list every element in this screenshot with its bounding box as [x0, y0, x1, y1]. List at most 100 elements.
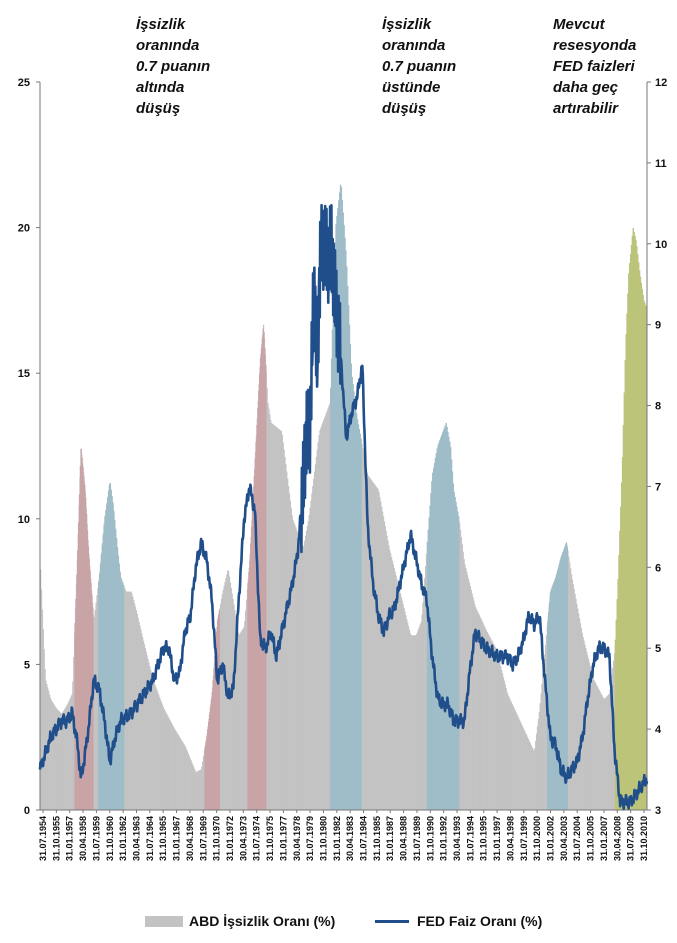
unemployment-bar — [190, 760, 192, 810]
x-tick-label: 31.01.1957 — [65, 816, 75, 861]
unemployment-bar — [484, 628, 487, 810]
x-tick-label: 31.10.2005 — [586, 816, 596, 861]
unemployment-bar — [294, 524, 296, 810]
x-tick-label: 31.07.1959 — [91, 816, 101, 861]
unemployment-bar — [501, 669, 503, 810]
unemployment-bar — [421, 614, 423, 810]
unemployment-bar — [420, 621, 422, 810]
recession-band-bar — [247, 582, 249, 810]
unemployment-bar — [185, 747, 187, 810]
unemployment-bar — [572, 584, 574, 810]
unemployment-bar — [153, 682, 155, 810]
recession-band-bar — [106, 504, 108, 810]
unemployment-bar — [158, 694, 160, 810]
unemployment-bar — [601, 695, 603, 810]
unemployment-bar — [50, 700, 52, 810]
unemployment-bar — [154, 685, 156, 810]
unemployment-bar — [308, 515, 310, 810]
unemployment-bar — [390, 557, 393, 810]
unemployment-bar — [609, 689, 611, 810]
recession-band-bar — [352, 384, 354, 810]
recession-band-bar — [434, 458, 437, 810]
annotation-above: İşsizlik oranında 0.7 puanın üstünde düş… — [382, 16, 457, 117]
recession-band-bar — [357, 424, 360, 810]
x-tick-label: 31.10.1960 — [105, 816, 115, 861]
unemployment-bar — [594, 681, 596, 810]
recession-band-bar — [617, 579, 619, 810]
recession-band-bar — [632, 228, 634, 810]
recession-band-bar — [344, 237, 346, 811]
unemployment-bar — [144, 648, 146, 810]
unemployment-bar — [219, 603, 222, 810]
unemployment-bar — [169, 720, 172, 810]
recession-band-bar — [117, 555, 119, 810]
unemployment-bar — [140, 629, 142, 810]
recession-band-bar — [99, 564, 102, 810]
x-tick-label: 30.04.1963 — [131, 816, 141, 861]
unemployment-bar — [493, 645, 496, 810]
unemployment-bar — [141, 633, 143, 810]
recession-band-bar — [75, 598, 77, 810]
unemployment-bar — [371, 480, 373, 810]
unemployment-bar — [490, 638, 492, 810]
recession-band-bar — [102, 535, 104, 810]
unemployment-bar — [236, 621, 238, 810]
x-tick-label: 31.10.1970 — [212, 816, 222, 861]
unemployment-bar — [580, 628, 582, 810]
recession-band-bar — [330, 387, 332, 810]
recession-band-bar — [634, 236, 636, 811]
y-right-tick-label: 11 — [655, 158, 667, 170]
unemployment-bar — [570, 568, 572, 810]
recession-band-bar — [625, 333, 627, 810]
unemployment-bar — [52, 702, 54, 810]
unemployment-bar — [527, 737, 529, 810]
unemployment-bar — [412, 635, 414, 810]
unemployment-bar — [132, 596, 134, 810]
unemployment-bar — [42, 629, 44, 810]
x-tick-label: 31.10.1995 — [479, 816, 489, 861]
unemployment-bar — [51, 701, 53, 810]
recession-band-bar — [116, 547, 119, 810]
unemployment-bar — [312, 486, 314, 810]
recession-band-bar — [450, 459, 453, 810]
unemployment-bar — [508, 696, 510, 810]
unemployment-bar — [297, 534, 300, 810]
unemployment-bar — [72, 681, 74, 810]
unemployment-bar — [485, 630, 488, 810]
unemployment-bar — [407, 626, 410, 810]
recession-band-bar — [638, 262, 640, 810]
unemployment-bar — [323, 418, 326, 810]
unemployment-bar — [382, 511, 384, 810]
unemployment-bar — [168, 717, 170, 810]
unemployment-bar — [155, 687, 157, 810]
unemployment-bar — [69, 698, 71, 810]
unemployment-bar — [382, 516, 385, 810]
unemployment-bar — [576, 603, 578, 810]
recession-band-bar — [342, 212, 344, 811]
unemployment-bar — [493, 643, 495, 810]
unemployment-bar — [364, 462, 367, 810]
recession-band-bar — [118, 563, 120, 810]
legend: ABD İşsizlik Oranı (%) FED Faiz Oranı (%… — [0, 913, 677, 939]
y-right-tick-label: 8 — [655, 401, 661, 413]
unemployment-bar — [605, 696, 608, 810]
unemployment-bar — [571, 579, 574, 810]
unemployment-bar — [535, 740, 537, 810]
unemployment-bar — [224, 581, 226, 810]
recession-band-bar — [206, 736, 208, 810]
unemployment-bar — [146, 655, 148, 810]
unemployment-bar — [587, 655, 589, 810]
unemployment-bar — [310, 500, 312, 810]
unemployment-bar — [527, 739, 530, 810]
recession-band-bar — [250, 526, 253, 810]
unemployment-bar — [300, 541, 302, 810]
unemployment-bar — [276, 427, 278, 810]
unemployment-bar — [611, 675, 613, 810]
unemployment-bar — [58, 711, 61, 810]
unemployment-bar — [176, 733, 179, 810]
recession-band-bar — [100, 554, 102, 810]
recession-band-bar — [343, 225, 345, 811]
unemployment-bar — [163, 708, 165, 810]
x-tick-label: 31.10.1975 — [265, 816, 275, 861]
y-right-tick-label: 10 — [655, 239, 667, 251]
